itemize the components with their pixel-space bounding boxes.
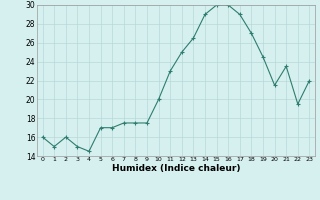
X-axis label: Humidex (Indice chaleur): Humidex (Indice chaleur): [112, 164, 240, 173]
